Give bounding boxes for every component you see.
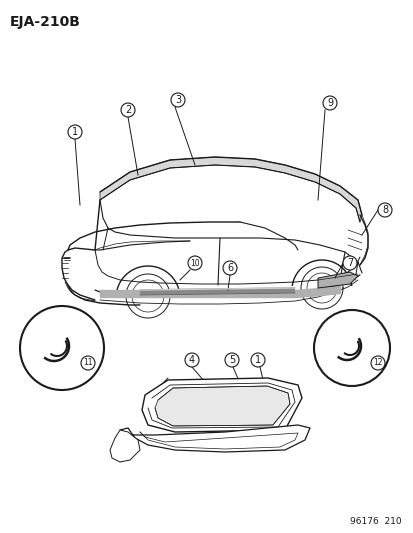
Text: 8: 8 xyxy=(381,205,387,215)
Circle shape xyxy=(223,261,236,275)
Circle shape xyxy=(342,256,356,270)
Polygon shape xyxy=(154,386,289,426)
Text: 1: 1 xyxy=(254,355,261,365)
Text: 12: 12 xyxy=(373,359,382,367)
Text: 7: 7 xyxy=(346,258,352,268)
Text: 6: 6 xyxy=(226,263,233,273)
Text: 10: 10 xyxy=(190,259,199,268)
Polygon shape xyxy=(100,157,361,222)
Circle shape xyxy=(250,353,264,367)
Text: 11: 11 xyxy=(83,359,93,367)
Text: 96176  210: 96176 210 xyxy=(349,518,401,527)
Text: 4: 4 xyxy=(188,355,195,365)
Text: 5: 5 xyxy=(228,355,235,365)
Polygon shape xyxy=(120,425,309,452)
Circle shape xyxy=(313,310,389,386)
Circle shape xyxy=(370,356,384,370)
Polygon shape xyxy=(317,272,357,288)
Text: 1: 1 xyxy=(72,127,78,137)
Text: 9: 9 xyxy=(326,98,332,108)
Circle shape xyxy=(81,356,95,370)
Circle shape xyxy=(68,125,82,139)
Circle shape xyxy=(20,306,104,390)
Polygon shape xyxy=(110,430,140,462)
Circle shape xyxy=(171,93,185,107)
Circle shape xyxy=(185,353,199,367)
Text: 3: 3 xyxy=(175,95,180,105)
Circle shape xyxy=(188,256,202,270)
Text: EJA-210B: EJA-210B xyxy=(10,15,81,29)
Circle shape xyxy=(322,96,336,110)
Circle shape xyxy=(121,103,135,117)
Circle shape xyxy=(377,203,391,217)
Circle shape xyxy=(224,353,238,367)
Text: 2: 2 xyxy=(125,105,131,115)
Polygon shape xyxy=(142,378,301,432)
